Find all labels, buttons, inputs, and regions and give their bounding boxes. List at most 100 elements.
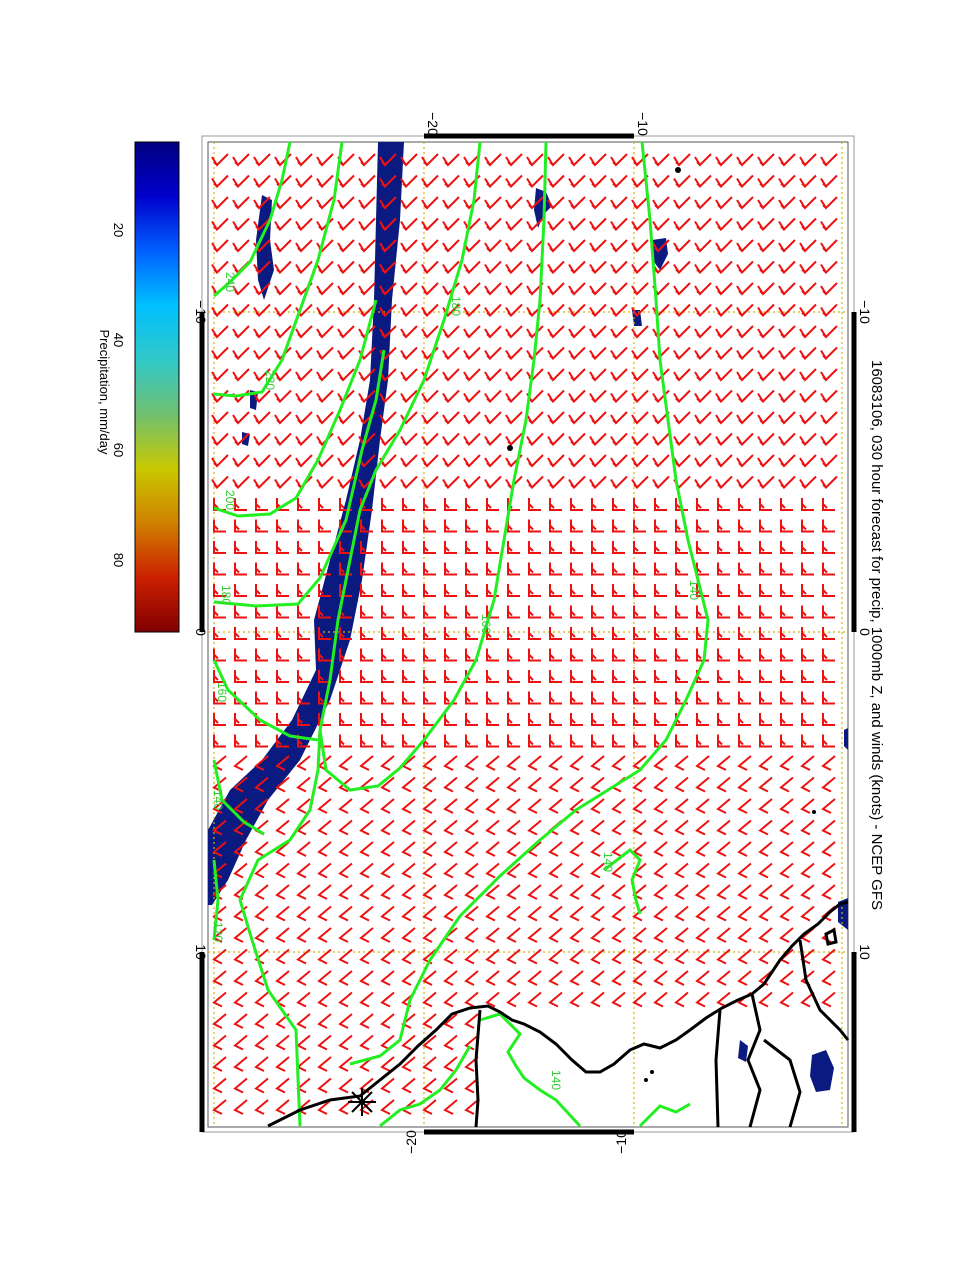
wind-barb-icon (528, 605, 541, 619)
wind-barb-icon (423, 670, 436, 683)
wind-barb-icon (253, 217, 271, 232)
wind-barb-icon (421, 153, 439, 167)
wind-barb-icon (547, 239, 565, 253)
wind-barb-icon (421, 454, 439, 468)
wind-barb-icon (589, 260, 607, 275)
wind-barb-icon (611, 970, 626, 986)
wind-barb-icon (274, 325, 292, 339)
wind-barb-icon (568, 368, 586, 382)
wind-barb-icon (317, 841, 332, 857)
wind-barb-icon (274, 475, 292, 490)
wind-barb-icon (317, 884, 332, 900)
wind-barb-icon (254, 927, 269, 943)
wind-barb-icon (590, 991, 605, 1008)
wind-barb-icon (442, 153, 460, 167)
wind-barb-icon (211, 174, 229, 189)
wind-barb-icon (276, 691, 289, 705)
wind-barb-icon (801, 627, 814, 640)
wind-barb-icon (820, 217, 838, 232)
wind-barb-icon (589, 282, 607, 296)
wind-barb-icon (401, 948, 416, 965)
wind-barb-icon (295, 432, 313, 447)
wind-barb-icon (801, 584, 814, 597)
wind-barb-icon (631, 454, 649, 468)
wind-barb-icon (591, 584, 604, 597)
wind-barb-icon (717, 605, 730, 619)
wind-barb-icon (610, 432, 628, 447)
wind-barb-icon (674, 755, 689, 771)
wind-barb-icon (360, 605, 373, 619)
wind-barb-icon (633, 648, 646, 662)
wind-barb-icon (505, 153, 523, 167)
wind-barb-icon (505, 239, 523, 253)
wind-barb-icon (779, 862, 794, 879)
wind-barb-icon (421, 260, 439, 275)
wind-barb-icon (505, 411, 523, 425)
wind-barb-icon (360, 519, 373, 533)
wind-barb-icon (359, 1034, 374, 1051)
wind-barb-icon (422, 862, 437, 879)
wind-barb-icon (800, 798, 815, 814)
wind-barb-icon (610, 454, 628, 468)
wind-barb-icon (358, 389, 376, 404)
wind-barb-icon (589, 325, 607, 339)
wind-barb-icon (799, 303, 817, 318)
wind-barb-icon (694, 411, 712, 425)
wind-barb-icon (486, 648, 499, 662)
wind-barb-icon (295, 217, 313, 232)
wind-barb-icon (759, 519, 772, 533)
wind-barb-icon (233, 862, 248, 879)
wind-barb-icon (820, 475, 838, 490)
wind-barb-icon (589, 346, 607, 361)
wind-barb-icon (400, 475, 418, 490)
wind-barb-icon (422, 927, 437, 943)
wind-barb-icon (400, 217, 418, 232)
wind-barb-icon (422, 819, 437, 836)
wind-barb-icon (757, 260, 775, 275)
contour-line (603, 848, 642, 915)
wind-barb-icon (821, 798, 836, 814)
wind-barb-icon (254, 841, 269, 857)
wind-barb-icon (254, 905, 269, 922)
wind-barb-icon (295, 454, 313, 468)
wind-barb-icon (549, 734, 562, 748)
wind-barb-icon (716, 948, 731, 965)
wind-barb-icon (570, 584, 583, 597)
wind-barb-icon (716, 819, 731, 836)
colorbar (134, 141, 180, 633)
wind-barb-icon (211, 325, 229, 339)
wind-barb-icon (527, 884, 542, 900)
wind-barb-icon (633, 670, 646, 683)
wind-barb-icon (402, 648, 415, 662)
wind-barb-icon (570, 713, 583, 726)
wind-barb-icon (421, 217, 439, 232)
wind-barb-icon (318, 584, 331, 597)
wind-barb-icon (780, 734, 793, 748)
wind-barb-icon (759, 713, 772, 726)
wind-barb-icon (591, 691, 604, 705)
wind-barb-icon (757, 303, 775, 318)
wind-barb-icon (212, 1013, 227, 1029)
contour-line (213, 141, 292, 298)
wind-barb-icon (444, 562, 457, 576)
wind-barb-icon (255, 541, 268, 554)
wind-barb-icon (213, 584, 226, 597)
wind-barb-icon (486, 562, 499, 576)
wind-barb-icon (254, 1056, 269, 1072)
wind-barb-icon (799, 454, 817, 468)
wind-barb-icon (444, 670, 457, 683)
wind-barb-icon (317, 1034, 332, 1051)
wind-barb-icon (295, 389, 313, 404)
wind-barb-icon (610, 325, 628, 339)
wind-barb-icon (295, 411, 313, 425)
wind-barb-icon (337, 196, 355, 210)
wind-barb-icon (253, 260, 271, 275)
wind-barb-icon (275, 798, 290, 814)
wind-barb-icon (821, 948, 836, 965)
wind-barb-icon (632, 991, 647, 1008)
wind-barb-icon (610, 368, 628, 382)
wind-barb-icon (568, 389, 586, 404)
wind-barb-icon (612, 734, 625, 748)
wind-barb-icon (631, 368, 649, 382)
wind-barb-icon (654, 691, 667, 705)
